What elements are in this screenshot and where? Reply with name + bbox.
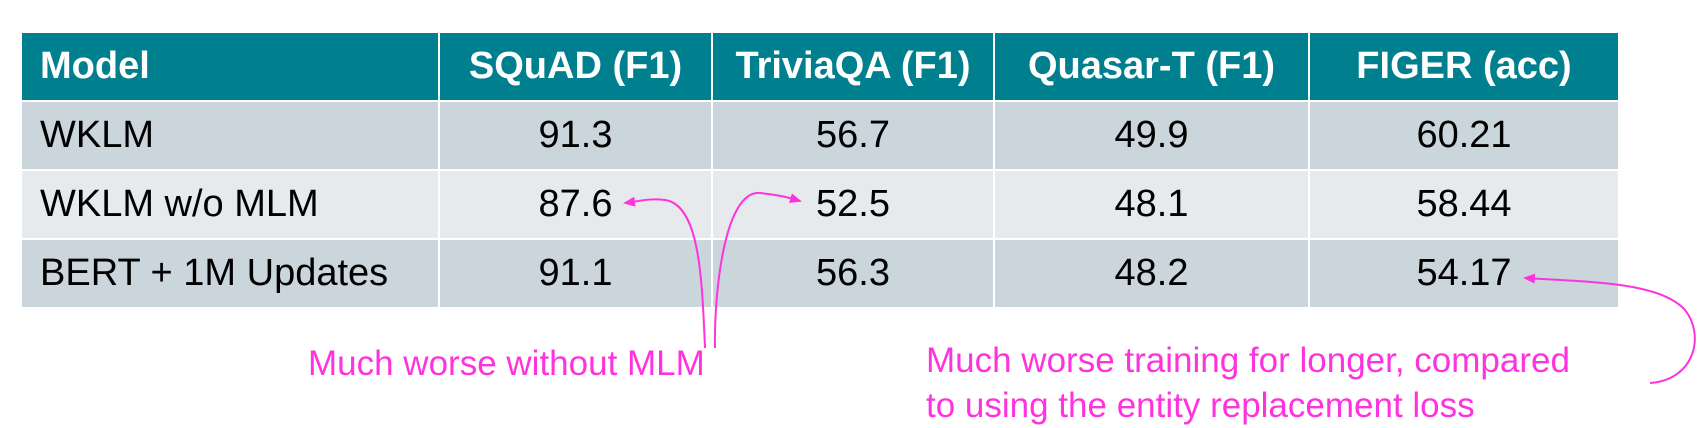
cell-triviaqa: 56.3 xyxy=(711,238,995,309)
results-table: Model SQuAD (F1) TriviaQA (F1) Quasar-T … xyxy=(20,31,1620,309)
cell-model: WKLM xyxy=(20,100,440,171)
cell-figer: 54.17 xyxy=(1308,238,1620,309)
cell-quasar-t: 48.1 xyxy=(993,169,1310,240)
table-row: BERT + 1M Updates 91.1 56.3 48.2 54.17 xyxy=(20,238,1620,309)
cell-model: BERT + 1M Updates xyxy=(20,238,440,309)
cell-quasar-t: 48.2 xyxy=(993,238,1310,309)
cell-figer: 58.44 xyxy=(1308,169,1620,240)
cell-quasar-t: 49.9 xyxy=(993,100,1310,171)
cell-squad: 87.6 xyxy=(438,169,713,240)
annotation-line: to using the entity replacement loss xyxy=(926,386,1475,425)
cell-figer: 60.21 xyxy=(1308,100,1620,171)
header-model: Model xyxy=(20,31,440,102)
cell-squad: 91.3 xyxy=(438,100,713,171)
header-triviaqa: TriviaQA (F1) xyxy=(711,31,995,102)
header-figer: FIGER (acc) xyxy=(1308,31,1620,102)
annotation-text: Much worse without MLM xyxy=(308,344,705,383)
cell-squad: 91.1 xyxy=(438,238,713,309)
header-row: Model SQuAD (F1) TriviaQA (F1) Quasar-T … xyxy=(20,31,1620,102)
annotation-line: Much worse training for longer, compared xyxy=(926,341,1570,380)
annotation-training-longer: Much worse training for longer, compared… xyxy=(926,338,1570,428)
cell-triviaqa: 52.5 xyxy=(711,169,995,240)
annotation-without-mlm: Much worse without MLM xyxy=(308,341,705,386)
table-row: WKLM 91.3 56.7 49.9 60.21 xyxy=(20,100,1620,171)
table-row: WKLM w/o MLM 87.6 52.5 48.1 58.44 xyxy=(20,169,1620,240)
cell-triviaqa: 56.7 xyxy=(711,100,995,171)
cell-model: WKLM w/o MLM xyxy=(20,169,440,240)
header-quasar-t: Quasar-T (F1) xyxy=(993,31,1310,102)
header-squad: SQuAD (F1) xyxy=(438,31,713,102)
